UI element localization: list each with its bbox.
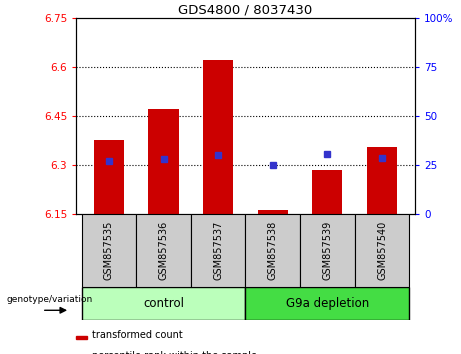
Text: genotype/variation: genotype/variation	[6, 295, 92, 304]
Text: control: control	[143, 297, 184, 310]
Text: transformed count: transformed count	[92, 330, 183, 340]
Bar	[76, 336, 87, 339]
Text: GSM857538: GSM857538	[268, 221, 278, 280]
Text: GSM857537: GSM857537	[213, 221, 223, 280]
Text: GSM857536: GSM857536	[159, 221, 169, 280]
Bar	[245, 214, 300, 287]
Text: GSM857539: GSM857539	[322, 221, 332, 280]
Bar	[367, 147, 397, 214]
Bar	[203, 60, 233, 214]
Text: GSM857535: GSM857535	[104, 221, 114, 280]
Text: percentile rank within the sample: percentile rank within the sample	[92, 351, 257, 354]
Bar	[82, 214, 136, 287]
Bar	[82, 287, 246, 320]
Bar	[313, 170, 343, 214]
Bar	[355, 214, 409, 287]
Bar	[148, 109, 178, 214]
Text: G9a depletion: G9a depletion	[286, 297, 369, 310]
Text: GSM857540: GSM857540	[377, 221, 387, 280]
Title: GDS4800 / 8037430: GDS4800 / 8037430	[178, 4, 313, 17]
Bar	[245, 287, 409, 320]
Bar	[94, 141, 124, 214]
Bar	[191, 214, 245, 287]
Bar	[300, 214, 355, 287]
Bar	[258, 210, 288, 214]
Bar	[136, 214, 191, 287]
